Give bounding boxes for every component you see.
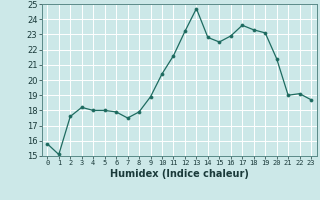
X-axis label: Humidex (Indice chaleur): Humidex (Indice chaleur) <box>110 169 249 179</box>
